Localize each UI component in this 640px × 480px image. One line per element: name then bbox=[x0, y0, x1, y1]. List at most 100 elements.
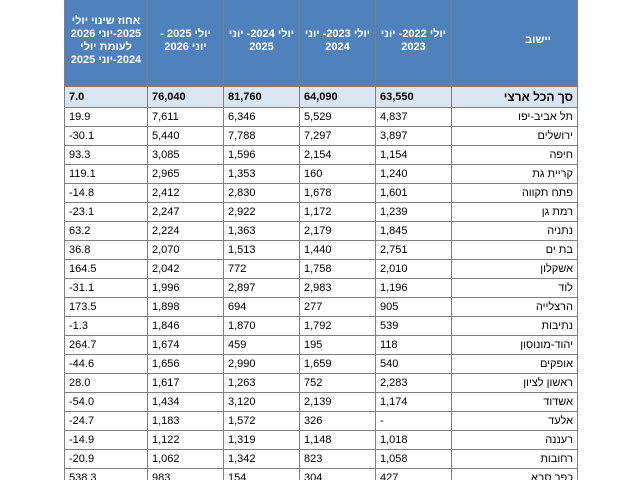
cell-change: -30.1 bbox=[64, 126, 148, 146]
cell-2023: 1,792 bbox=[299, 316, 376, 336]
cell-2025: 1,674 bbox=[147, 335, 224, 355]
cell-2024: 772 bbox=[223, 259, 300, 279]
cell-2023: 752 bbox=[299, 373, 376, 393]
table-row: רחובות 1,058 823 1,342 1,062 -20.9 bbox=[64, 449, 578, 469]
cell-2022: 1,174 bbox=[375, 392, 452, 412]
table-row: חיפה 1,154 2,154 1,596 3,085 93.3 bbox=[64, 145, 578, 165]
cell-2024: 1,353 bbox=[223, 164, 300, 184]
cell-settlement: אלעד bbox=[451, 411, 578, 431]
cell-2023: 7,297 bbox=[299, 126, 376, 146]
total-row: סך הכל ארצי 63,550 64,090 81,760 76,040 … bbox=[64, 86, 578, 108]
cell-2025: 5,440 bbox=[147, 126, 224, 146]
cell-settlement: נתיבות bbox=[451, 316, 578, 336]
cell-2022: 1,240 bbox=[375, 164, 452, 184]
cell-2024: 2,830 bbox=[223, 183, 300, 203]
cell-2025: 1,996 bbox=[147, 278, 224, 298]
cell-2022: 539 bbox=[375, 316, 452, 336]
cell-change: 538.3 bbox=[64, 468, 148, 480]
cell-2025: 1,617 bbox=[147, 373, 224, 393]
cell-2023: 2,983 bbox=[299, 278, 376, 298]
cell-2025: 2,042 bbox=[147, 259, 224, 279]
table-row: אשדוד 1,174 2,139 3,120 1,434 -54.0 bbox=[64, 392, 578, 412]
cell-2024: 7,788 bbox=[223, 126, 300, 146]
cell-2022: 1,058 bbox=[375, 449, 452, 469]
cell-2022: 1,845 bbox=[375, 221, 452, 241]
cell-2024: 459 bbox=[223, 335, 300, 355]
table-row: אלעד -326 1,572 1,183 -24.7 bbox=[64, 411, 578, 431]
cell-2022: 4,837 bbox=[375, 107, 452, 127]
cell-change: 173.5 bbox=[64, 297, 148, 317]
cell-2024: 3,120 bbox=[223, 392, 300, 412]
cell-2023: 823 bbox=[299, 449, 376, 469]
cell-2025: 7,611 bbox=[147, 107, 224, 127]
table-row: יהוד-מונוסון 118 195 459 1,674 264.7 bbox=[64, 335, 578, 355]
cell-2024: 1,263 bbox=[223, 373, 300, 393]
cell-2023: 277 bbox=[299, 297, 376, 317]
cell-2024: 1,342 bbox=[223, 449, 300, 469]
cell-2025: 983 bbox=[147, 468, 224, 480]
cell-2022: 2,751 bbox=[375, 240, 452, 260]
cell-2024: 1,319 bbox=[223, 430, 300, 450]
cell-2024: 154 bbox=[223, 468, 300, 480]
cell-2023: 2,179 bbox=[299, 221, 376, 241]
cell-settlement: רמת גן bbox=[451, 202, 578, 222]
cell-change: -23.1 bbox=[64, 202, 148, 222]
cell-2025: 3,085 bbox=[147, 145, 224, 165]
cell-2023: 2,154 bbox=[299, 145, 376, 165]
cell-change: 164.5 bbox=[64, 259, 148, 279]
cell-2023: 195 bbox=[299, 335, 376, 355]
cell-2022: 118 bbox=[375, 335, 452, 355]
cell-change: -20.9 bbox=[64, 449, 148, 469]
cell-change: 36.8 bbox=[64, 240, 148, 260]
cell-settlement: לוד bbox=[451, 278, 578, 298]
header-row: יישוב יולי 2022- יוני 2023 יולי 2023- יו… bbox=[64, 0, 578, 87]
cell-2022: 540 bbox=[375, 354, 452, 374]
cell-2023: 160 bbox=[299, 164, 376, 184]
header-2024: יולי 2024- יוני 2025 bbox=[223, 0, 300, 87]
table-header: יישוב יולי 2022- יוני 2023 יולי 2023- יו… bbox=[64, 0, 578, 87]
header-2023: יולי 2023- יוני 2024 bbox=[299, 0, 376, 87]
cell-2022: 1,239 bbox=[375, 202, 452, 222]
cell-settlement: פתח תקווה bbox=[451, 183, 578, 203]
table-row: רמת גן 1,239 1,172 2,922 2,247 -23.1 bbox=[64, 202, 578, 222]
cell-2025: 2,224 bbox=[147, 221, 224, 241]
header-2022: יולי 2022- יוני 2023 bbox=[375, 0, 452, 87]
cell-2025: 2,070 bbox=[147, 240, 224, 260]
cell-change: 264.7 bbox=[64, 335, 148, 355]
cell-change: 19.9 bbox=[64, 107, 148, 127]
cell-2025: 1,898 bbox=[147, 297, 224, 317]
cell-settlement: ירושלים bbox=[451, 126, 578, 146]
cell-2023: 1,440 bbox=[299, 240, 376, 260]
cell-change: -14.9 bbox=[64, 430, 148, 450]
cell-change: 93.3 bbox=[64, 145, 148, 165]
cell-settlement: רחובות bbox=[451, 449, 578, 469]
cell-2023: 1,148 bbox=[299, 430, 376, 450]
cell-change: -1.3 bbox=[64, 316, 148, 336]
cell-2024: 1,572 bbox=[223, 411, 300, 431]
cell-2024: 2,990 bbox=[223, 354, 300, 374]
cell-2022: 1,196 bbox=[375, 278, 452, 298]
cell-2022: 1,154 bbox=[375, 145, 452, 165]
table-row: תל אביב-יפו 4,837 5,529 6,346 7,611 19.9 bbox=[64, 107, 578, 127]
header-change: אחוז שינוי יולי 2025-יוני 2026 לעומת יול… bbox=[64, 0, 148, 87]
table-row: הרצלייה 905 277 694 1,898 173.5 bbox=[64, 297, 578, 317]
cell-change: -31.1 bbox=[64, 278, 148, 298]
cell-change: -44.6 bbox=[64, 354, 148, 374]
total-2023: 64,090 bbox=[299, 86, 376, 108]
cell-change: -24.7 bbox=[64, 411, 148, 431]
cell-2022: 3,897 bbox=[375, 126, 452, 146]
table-row: נתיבות 539 1,792 1,870 1,846 -1.3 bbox=[64, 316, 578, 336]
cell-2025: 1,062 bbox=[147, 449, 224, 469]
cell-change: -54.0 bbox=[64, 392, 148, 412]
cell-2024: 1,363 bbox=[223, 221, 300, 241]
cell-2024: 6,346 bbox=[223, 107, 300, 127]
cell-2022: 427 bbox=[375, 468, 452, 480]
cell-2024: 2,897 bbox=[223, 278, 300, 298]
table-row: נתניה 1,845 2,179 1,363 2,224 63.2 bbox=[64, 221, 578, 241]
cell-2022: - bbox=[375, 411, 452, 431]
table-row: רעננה 1,018 1,148 1,319 1,122 -14.9 bbox=[64, 430, 578, 450]
cell-2023: 2,139 bbox=[299, 392, 376, 412]
cell-2024: 1,513 bbox=[223, 240, 300, 260]
cell-settlement: רעננה bbox=[451, 430, 578, 450]
header-settlement: יישוב bbox=[451, 0, 578, 87]
